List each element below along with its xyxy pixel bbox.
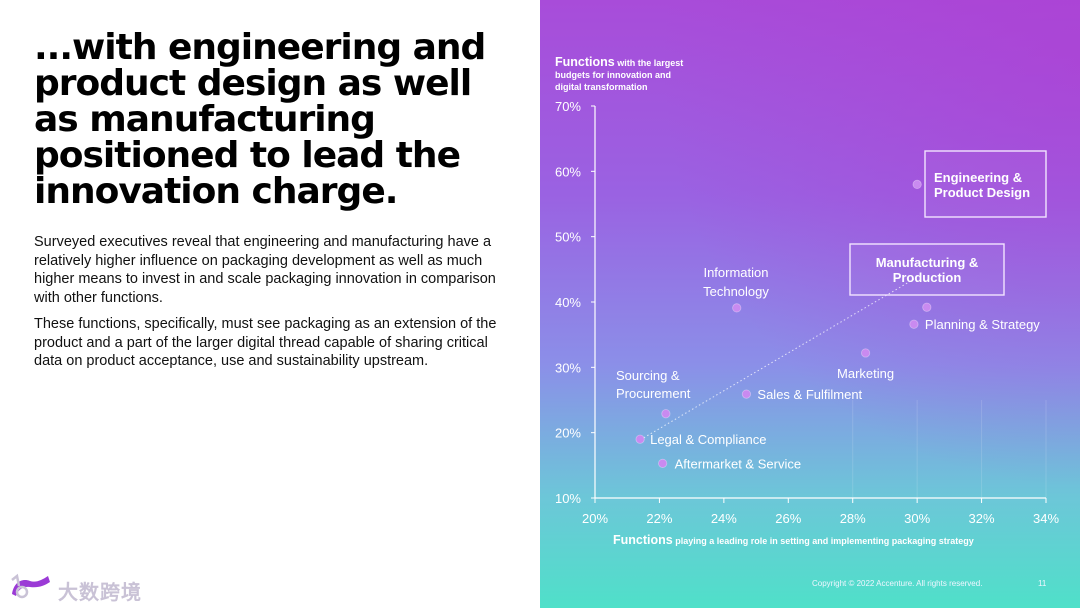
x-tick-label-30: 30% [904, 511, 930, 526]
x-tick-label-20: 20% [582, 511, 608, 526]
data-point-2 [909, 319, 919, 329]
point-label-0-line2: Product Design [934, 185, 1030, 200]
x-tick-label-26: 26% [775, 511, 801, 526]
footer-copyright: Copyright © 2022 Accenture. All rights r… [812, 579, 983, 588]
y-tick-label-10: 10% [555, 491, 581, 506]
y-axis-title-line2: budgets for innovation and [555, 70, 671, 80]
highlight-box-0 [924, 150, 1047, 218]
data-point-0 [912, 179, 922, 189]
point-label-4: Marketing [837, 366, 894, 381]
body-paragraph-2: These functions, specifically, must see … [34, 316, 497, 369]
data-point-3 [732, 303, 742, 313]
body-paragraph-1: Surveyed executives reveal that engineer… [34, 234, 496, 306]
x-tick-label-22: 22% [646, 511, 672, 526]
data-point-6 [661, 409, 671, 419]
watermark-logo-icon [11, 573, 50, 599]
scatter-chart: 10%20%30%40%50%60%70%20% 22% 24% 26% 28% 30% 3… [555, 55, 1059, 547]
x-tick-label-24: 24% [711, 511, 737, 526]
x-tick-label-34: 34% [1033, 511, 1059, 526]
watermark-text: 大数跨境 [58, 580, 142, 604]
y-tick-label-60: 60% [555, 164, 581, 179]
y-tick-label-20: 20% [555, 426, 581, 441]
data-point-7 [635, 434, 645, 444]
highlight-box-1 [849, 243, 1005, 296]
point-label-6-line1: Sourcing & [616, 368, 680, 383]
point-label-3-line2: Technology [703, 284, 769, 299]
chart-panel: 10% 20% 30% 40% 50% 60% 70% 20% 22% 24% 26% 28% 30% 3… [540, 0, 1080, 608]
data-point-4 [860, 348, 871, 358]
point-label-7: Legal & Compliance [650, 432, 766, 447]
x-tick-label-28: 28% [840, 511, 866, 526]
y-tick-label-50: 50% [555, 230, 581, 245]
slide-headline: ...with engineering and product design a… [34, 27, 486, 212]
point-label-5: Sales & Fulfilment [757, 387, 862, 402]
y-axis-title-line3: digital transformation [555, 82, 648, 92]
data-point-8 [658, 458, 668, 468]
page-number: 11 [1038, 579, 1047, 588]
point-label-2: Planning & Strategy [925, 317, 1040, 332]
point-label-6-line2: Procurement [616, 386, 691, 401]
point-label-3-line1: Information [703, 265, 768, 280]
watermark-logo: 大数跨境 [8, 572, 148, 604]
point-label-8: Aftermarket & Service [675, 456, 801, 471]
data-point-5 [741, 389, 752, 399]
y-tick-label-70: 70% [555, 99, 581, 114]
y-tick-label-30: 30% [555, 360, 581, 375]
point-label-1-line1: Manufacturing & [876, 255, 979, 270]
x-axis-title: Functions playing a leading role in sett… [613, 533, 974, 547]
x-tick-label-32: 32% [969, 511, 995, 526]
point-label-0-line1: Engineering & [934, 170, 1022, 185]
data-point-1 [922, 302, 932, 312]
trendline [636, 278, 915, 443]
point-label-1-line2: Production [893, 270, 962, 285]
y-axis-title: Functions with the largest [555, 55, 683, 69]
y-tick-label-40: 40% [555, 295, 581, 310]
slide-text-panel: ...with engineering and product design a… [8, 27, 497, 604]
